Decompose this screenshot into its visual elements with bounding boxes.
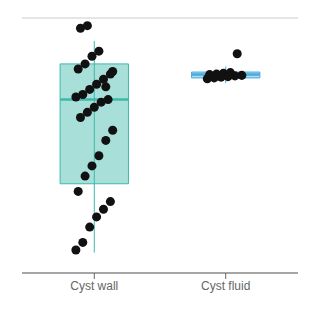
svg-text:Cyst fluid: Cyst fluid: [201, 279, 250, 293]
svg-text:Cyst wall: Cyst wall: [70, 279, 118, 293]
